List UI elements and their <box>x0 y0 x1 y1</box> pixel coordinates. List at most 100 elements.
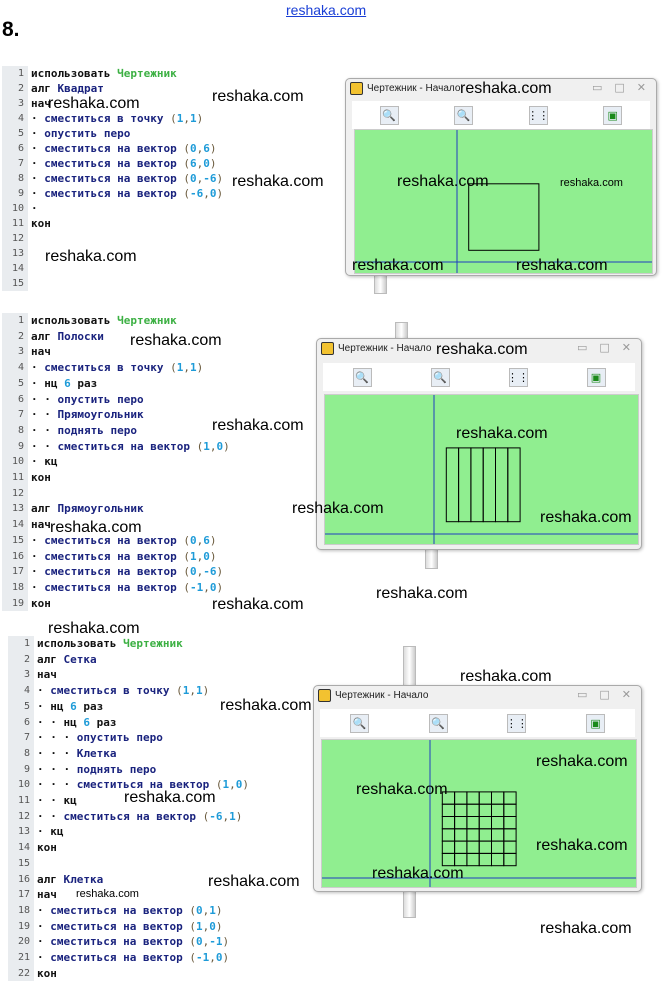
code-token: · <box>31 533 45 547</box>
code-token: 0 <box>189 565 197 579</box>
code-token: · <box>37 919 51 933</box>
code-token: 0 <box>189 142 197 155</box>
code-token: ) <box>242 778 249 792</box>
code-token: , <box>183 112 190 125</box>
code-line: 10 · · · сместиться на вектор (1,0) <box>8 777 249 794</box>
code-line: 12 · · сместиться на вектор (-6,1) <box>8 808 249 825</box>
code-token: ) <box>196 112 204 125</box>
line-number: 7 <box>2 407 28 423</box>
zoom-out-icon[interactable]: 🔍 <box>430 367 450 387</box>
maximize-icon[interactable]: □ <box>614 81 625 94</box>
line-number: 8 <box>2 422 28 439</box>
zoom-in-icon[interactable]: 🔍 <box>379 105 399 125</box>
code-line: 18 · сместиться на вектор (0,1) <box>8 902 249 919</box>
minimize-icon[interactable]: ▭ <box>576 688 588 701</box>
code-token: 1 <box>229 809 236 823</box>
zoom-out-icon[interactable]: 🔍 <box>454 105 474 125</box>
code-token: ( <box>189 935 196 949</box>
minimize-icon[interactable]: ▭ <box>591 81 603 94</box>
code-token: алг <box>31 502 58 516</box>
code-token: ) <box>235 809 243 823</box>
fit-icon[interactable]: ▣ <box>586 367 606 387</box>
code-token: ( <box>183 565 190 579</box>
code-token: ) <box>202 684 210 698</box>
minimize-icon[interactable]: ▭ <box>576 341 588 354</box>
zoom-in-icon[interactable]: 🔍 <box>349 713 369 733</box>
code-token: ( <box>170 112 177 125</box>
code-line: 5 · нц 6 раз <box>2 375 230 392</box>
code-token: · · <box>31 392 58 406</box>
drawn-cell <box>454 840 468 854</box>
grid-icon[interactable]: ⋮⋮ <box>507 367 529 387</box>
code-token: ( <box>183 549 190 563</box>
drawn-cell <box>503 803 517 817</box>
fit-icon[interactable]: ▣ <box>586 713 606 733</box>
watermark: reshaka.com <box>220 697 312 714</box>
code-token: 0 <box>203 157 210 170</box>
code-token: 0 <box>203 549 210 563</box>
code-token: сместиться на вектор <box>50 919 190 933</box>
line-number: 13 <box>2 501 28 518</box>
code-line: 7 · · Прямоугольник <box>2 407 230 423</box>
grid-icon[interactable]: ⋮⋮ <box>506 713 528 733</box>
header-link[interactable]: reshaka.com <box>286 2 367 18</box>
grid-icon[interactable]: ⋮⋮ <box>527 105 549 125</box>
close-icon[interactable]: ✕ <box>621 688 631 701</box>
code-token: , <box>189 684 196 698</box>
close-icon[interactable]: ✕ <box>636 81 646 94</box>
line-number: 17 <box>2 564 28 580</box>
code-line: 11 кон <box>2 470 230 486</box>
code-token: ) <box>223 439 230 453</box>
code-token: , <box>202 903 210 917</box>
line-number: 14 <box>2 261 28 276</box>
code-token: ( <box>189 919 196 933</box>
code-token: поднять перо <box>76 762 157 776</box>
line-number: 7 <box>2 156 28 171</box>
maximize-icon[interactable]: □ <box>599 688 610 701</box>
code-token: 0 <box>195 935 203 949</box>
line-number: 8 <box>8 745 34 762</box>
code-line: 7 · сместиться на вектор (6,0) <box>2 156 223 171</box>
code-token: Клетка <box>76 746 117 760</box>
code-token: сместиться в точку <box>50 684 177 698</box>
code-token: Полоски <box>57 329 104 343</box>
code-token: нач <box>31 518 51 532</box>
code-token: 0 <box>216 439 224 453</box>
code-token: -6 <box>203 565 217 579</box>
close-icon[interactable]: ✕ <box>621 341 631 354</box>
zoom-in-icon[interactable]: 🔍 <box>352 367 372 387</box>
fit-icon[interactable]: ▣ <box>603 105 623 125</box>
watermark: reshaka.com <box>372 865 464 882</box>
watermark: reshaka.com <box>560 177 623 189</box>
code-token: алг <box>31 82 58 95</box>
code-token: · · <box>31 423 58 437</box>
code-line: 8 · · · Клетка <box>8 745 249 762</box>
drawn-cell <box>454 816 468 830</box>
code-token: сместиться на вектор <box>44 187 184 200</box>
code-line: 9 · сместиться на вектор (-6,0) <box>2 186 223 201</box>
watermark: reshaka.com <box>208 873 300 890</box>
code-token: нц <box>63 715 84 729</box>
line-number: 11 <box>2 216 28 231</box>
line-number: 2 <box>2 81 28 96</box>
line-number: 19 <box>8 918 34 935</box>
line-number: 8 <box>2 171 28 186</box>
code-line: 2 алг Квадрат <box>2 81 223 96</box>
maximize-icon[interactable]: □ <box>599 341 610 354</box>
code-line: 18 · сместиться на вектор (-1,0) <box>2 579 230 596</box>
zoom-out-icon[interactable]: 🔍 <box>428 713 448 733</box>
line-number: 4 <box>8 683 34 699</box>
toolbar: 🔍 🔍 ⋮⋮ ▣ <box>323 363 635 391</box>
code-token: опустить перо <box>44 127 131 140</box>
code-token: , <box>209 951 216 965</box>
drawn-cell <box>503 791 517 805</box>
code-line: 12 <box>2 231 223 246</box>
drawn-cell <box>478 803 492 817</box>
watermark: reshaka.com <box>124 789 216 806</box>
line-number: 1 <box>2 66 28 81</box>
code-token: сместиться на вектор <box>44 533 184 547</box>
code-token: ( <box>215 778 223 792</box>
code-line: 21 · сместиться на вектор (-1,0) <box>8 950 249 966</box>
code-token: нц <box>50 699 71 713</box>
